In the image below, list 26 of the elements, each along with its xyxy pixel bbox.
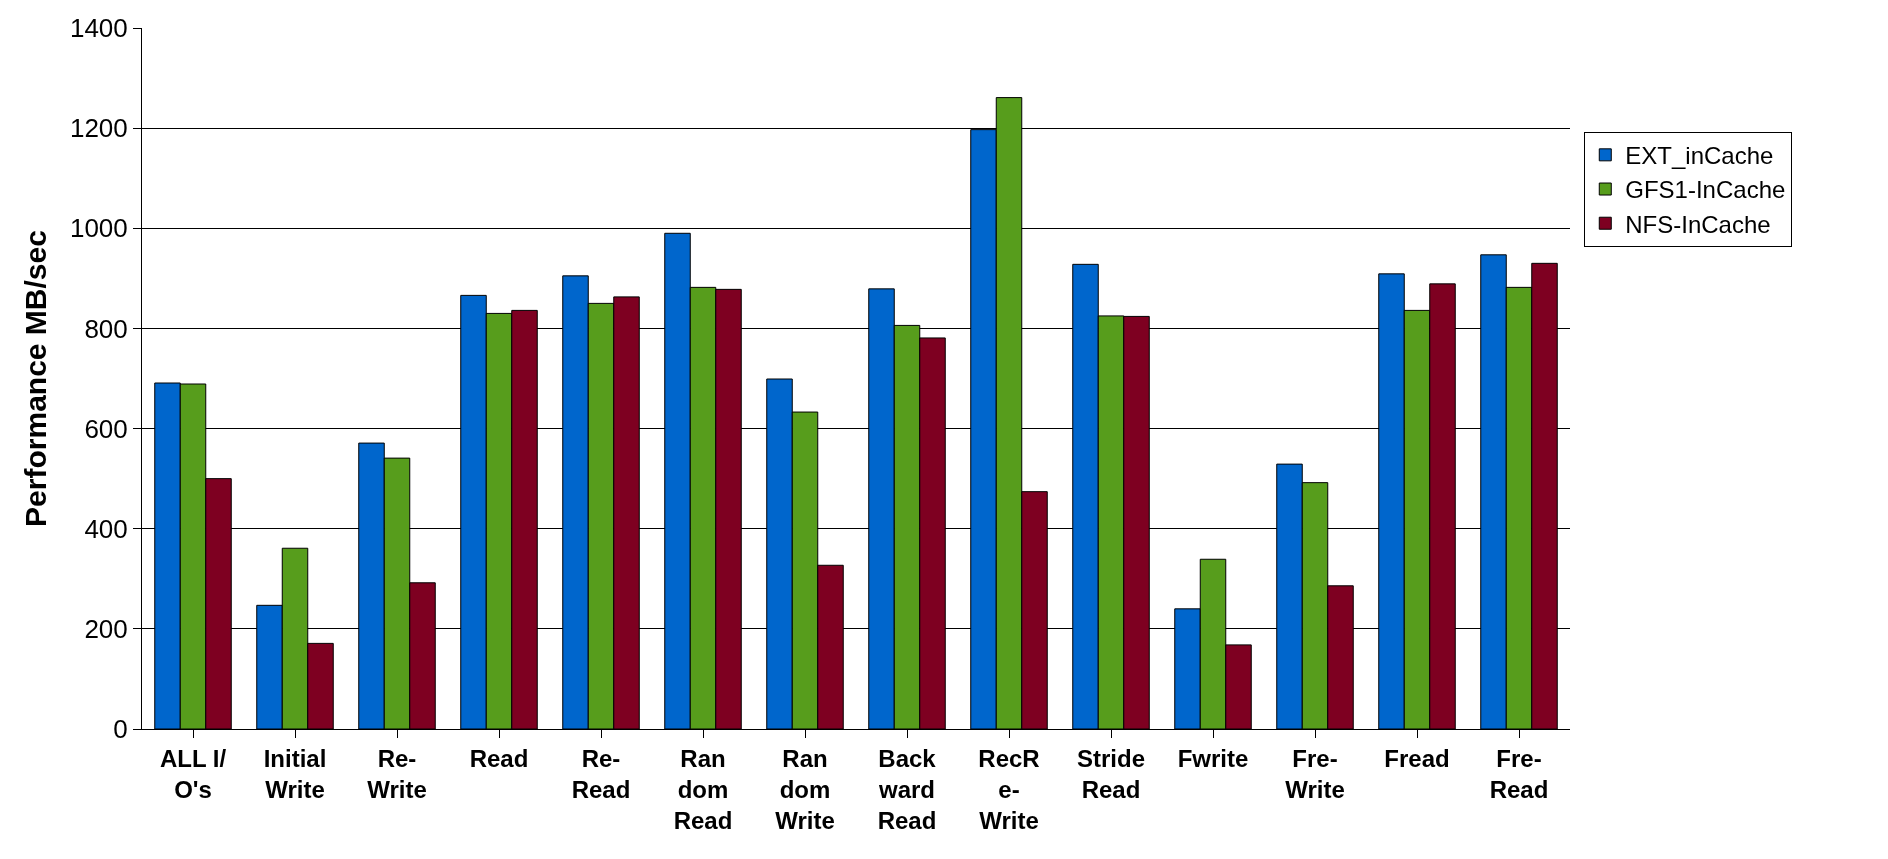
x-tick-label: Ran dom Read bbox=[673, 744, 733, 835]
y-tick-label: 200 bbox=[84, 613, 128, 644]
legend-label: GFS1-InCache bbox=[1625, 176, 1786, 204]
y-tick-label: 400 bbox=[84, 513, 128, 544]
y-tick-label: 0 bbox=[113, 714, 128, 745]
x-tick-label: Fwrite bbox=[1177, 744, 1249, 772]
y-tick-label: 600 bbox=[84, 413, 128, 444]
y-axis-title: Performance MB/sec bbox=[18, 230, 52, 527]
y-tick-label: 1400 bbox=[69, 13, 128, 44]
y-tick-label: 1200 bbox=[69, 113, 128, 144]
legend-label: NFS-InCache bbox=[1625, 210, 1771, 238]
x-tick-label: Back ward Read bbox=[877, 744, 937, 835]
x-tick-label: RecR e- Write bbox=[978, 744, 1040, 835]
y-tick-label: 800 bbox=[84, 313, 128, 344]
x-tick-label: ALL I/ O's bbox=[159, 744, 227, 803]
x-tick-label: Stride Read bbox=[1076, 744, 1146, 803]
x-tick-label: Ran dom Write bbox=[775, 744, 835, 835]
x-tick-label: Read bbox=[469, 744, 529, 772]
legend-label: EXT_inCache bbox=[1625, 142, 1774, 170]
x-tick-label: Fre- Read bbox=[1489, 744, 1549, 803]
x-tick-label: Re- Write bbox=[367, 744, 427, 803]
x-tick-label: Initial Write bbox=[263, 744, 327, 803]
x-tick-label: Fre- Write bbox=[1285, 744, 1345, 803]
x-tick-label: Re- Read bbox=[571, 744, 631, 803]
x-tick-label: Fread bbox=[1384, 744, 1450, 772]
y-tick-label: 1000 bbox=[69, 213, 128, 244]
